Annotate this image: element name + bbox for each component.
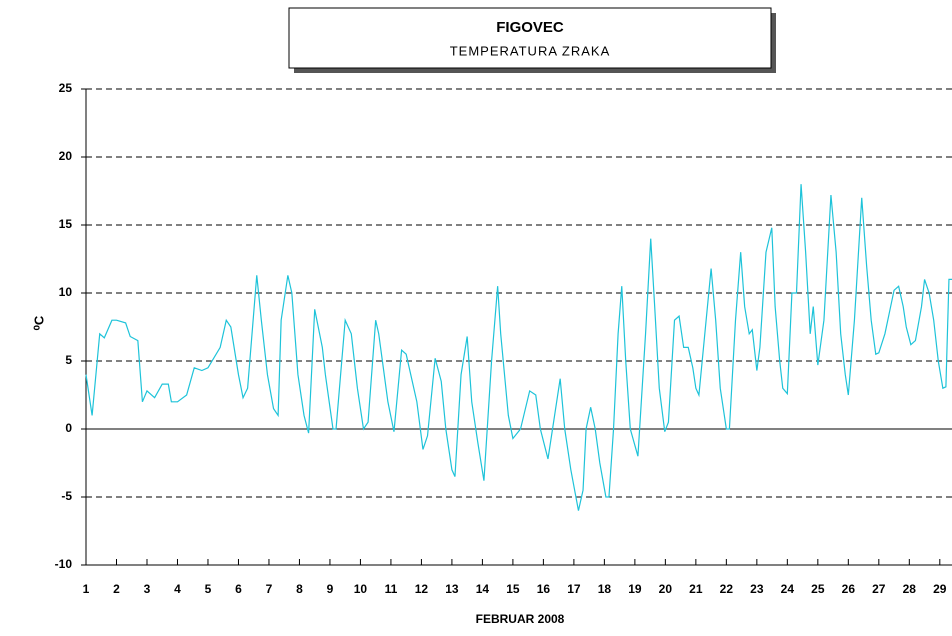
- x-tick-label: 14: [476, 582, 490, 596]
- temperature-line: [85, 184, 952, 511]
- x-tick-label: 8: [296, 582, 303, 596]
- x-tick-label: 27: [872, 582, 886, 596]
- x-tick-label: 4: [174, 582, 181, 596]
- x-tick-label: 5: [205, 582, 212, 596]
- y-tick-label: 25: [59, 81, 73, 95]
- x-tick-label: 11: [385, 582, 398, 596]
- x-tick-label: 22: [720, 582, 734, 596]
- y-tick-label: -5: [61, 489, 72, 503]
- y-tick-label: -10: [55, 557, 73, 571]
- x-tick-label: 10: [354, 582, 368, 596]
- y-tick-label: 5: [65, 353, 72, 367]
- chart-title: FIGOVEC: [496, 19, 564, 36]
- x-tick-label: 26: [842, 582, 856, 596]
- x-tick-label: 16: [537, 582, 551, 596]
- x-tick-label: 18: [598, 582, 612, 596]
- x-tick-label: 1: [83, 582, 90, 596]
- y-axis-label: ⁰C: [31, 315, 46, 330]
- title-box: [288, 7, 772, 69]
- x-tick-label: 23: [750, 582, 764, 596]
- x-tick-label: 20: [659, 582, 673, 596]
- x-tick-label: 21: [689, 582, 703, 596]
- chart-subtitle: TEMPERATURA ZRAKA: [450, 43, 611, 58]
- x-tick-label: 28: [903, 582, 917, 596]
- x-tick-label: 15: [506, 582, 520, 596]
- x-tick-label: 9: [327, 582, 334, 596]
- x-tick-label: 17: [567, 582, 581, 596]
- y-tick-label: 20: [59, 149, 73, 163]
- x-tick-label: 25: [811, 582, 825, 596]
- x-axis-label: FEBRUAR 2008: [476, 612, 565, 626]
- x-tick-label: 7: [266, 582, 273, 596]
- x-tick-label: 6: [235, 582, 242, 596]
- x-tick-label: 3: [144, 582, 151, 596]
- x-tick-label: 12: [415, 582, 429, 596]
- x-tick-label: 29: [933, 582, 947, 596]
- x-tick-label: 13: [445, 582, 459, 596]
- x-tick-label: 24: [781, 582, 795, 596]
- x-tick-label: 2: [113, 582, 120, 596]
- x-tick-label: 19: [628, 582, 642, 596]
- y-tick-label: 0: [65, 421, 72, 435]
- y-tick-label: 10: [59, 285, 73, 299]
- y-tick-label: 15: [59, 217, 73, 231]
